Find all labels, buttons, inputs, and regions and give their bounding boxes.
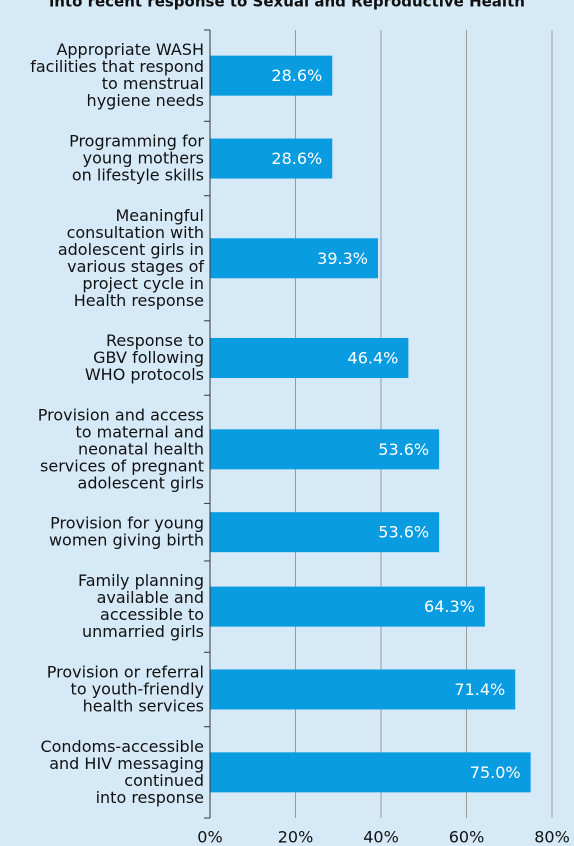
value-label: 75.0% (470, 763, 521, 782)
bar (210, 138, 333, 179)
y-tick-label: Programming for young mothers on lifestyle… (69, 131, 204, 184)
y-tick-label: Condoms-accessible and HIV messaging conti… (40, 736, 204, 806)
value-label: 71.4% (454, 680, 505, 699)
label-line: Meaningful (115, 205, 204, 224)
x-tick-label: 40% (363, 828, 399, 846)
bar (210, 669, 516, 710)
label-line: Health response (74, 290, 204, 309)
y-tick-label: Provision and access to maternal and neona… (38, 405, 204, 492)
label-line: Condoms-accessible (40, 736, 204, 755)
bar (210, 512, 440, 553)
label-line: neonatal health (78, 439, 204, 458)
value-label: 28.6% (271, 149, 322, 168)
y-tick-label: Appropriate WASH facilities that respond t… (30, 40, 204, 110)
y-tick-label: Response to GBV following WHO protocols (85, 331, 204, 384)
value-label: 46.4% (348, 349, 399, 368)
label-line: Appropriate WASH (56, 40, 204, 59)
label-line: continued (124, 770, 204, 789)
x-tick-label: 20% (278, 828, 314, 846)
y-tick-label: Provision or referral to youth-friendly he… (47, 662, 204, 715)
label-line: Provision or referral (47, 662, 204, 681)
label-line: and HIV messaging (49, 753, 204, 772)
y-tick-label: Meaningful consultation with adolescent gi… (58, 205, 205, 309)
label-line: women giving birth (49, 530, 204, 549)
label-line: health services (83, 696, 204, 715)
label-line: on lifestyle skills (72, 165, 204, 184)
label-line: adolescent girls in (58, 239, 204, 258)
x-tick-label: 60% (449, 828, 485, 846)
bar (210, 586, 485, 627)
value-label: 28.6% (271, 66, 322, 85)
value-label: 64.3% (424, 597, 475, 616)
label-line: project cycle in (82, 273, 204, 292)
bar (210, 429, 440, 470)
label-line: to youth-friendly (71, 679, 204, 698)
bar (210, 55, 333, 96)
x-tick-label: 0% (197, 828, 222, 846)
label-line: various stages of (67, 256, 204, 275)
label-line: unmarried girls (82, 622, 204, 641)
label-line: Response to (106, 331, 204, 350)
bar (210, 238, 379, 279)
label-line: available and (97, 588, 204, 607)
label-line: consultation with (67, 222, 204, 241)
label-line: hygiene needs (87, 91, 204, 110)
label-line: Provision and access (38, 405, 204, 424)
label-line: Programming for (69, 131, 204, 150)
x-tick-label: 80% (534, 828, 570, 846)
label-line: young mothers (83, 148, 204, 167)
value-label: 53.6% (378, 523, 429, 542)
label-line: facilities that respond (30, 57, 204, 76)
label-line: adolescent girls (78, 473, 204, 492)
label-line: to menstrual (102, 74, 204, 93)
label-line: into response (96, 787, 204, 806)
y-tick-label: Provision for young women giving birth (49, 513, 204, 549)
label-line: to maternal and (75, 422, 204, 441)
y-tick-label: Family planning available and accessible t… (78, 571, 204, 641)
label-line: GBV following (93, 348, 204, 367)
value-label: 53.6% (378, 440, 429, 459)
label-line: accessible to (100, 605, 204, 624)
chart-title: into recent response to Sexual and Repro… (49, 0, 525, 11)
bar (210, 338, 409, 379)
label-line: Family planning (78, 571, 204, 590)
label-line: Provision for young (50, 513, 204, 532)
bar (210, 752, 531, 793)
label-line: WHO protocols (85, 365, 204, 384)
label-line: services of pregnant (40, 456, 204, 475)
value-label: 39.3% (317, 249, 368, 268)
